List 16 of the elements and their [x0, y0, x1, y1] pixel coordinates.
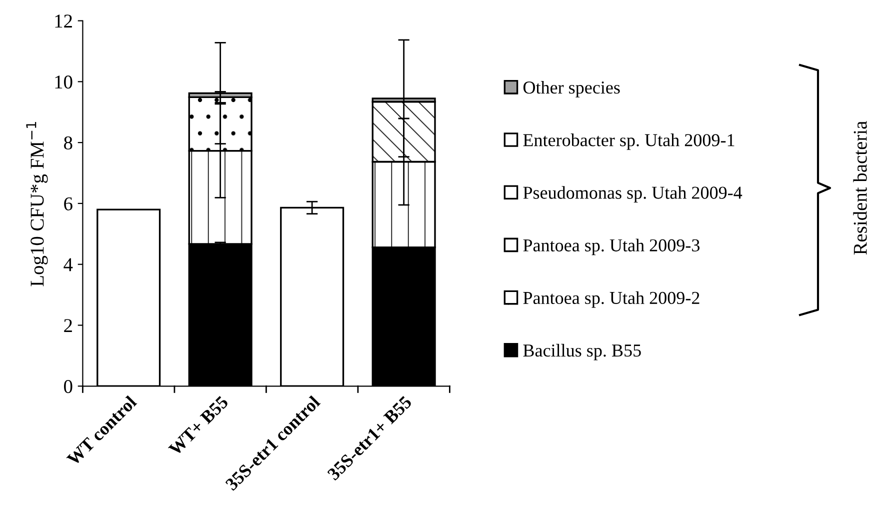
y-tick-label: 8: [64, 136, 72, 150]
y-tick-label: 6: [64, 197, 72, 210]
legend-label: Pseudomonas sp. Utah 2009-4: [523, 186, 742, 203]
y-tick-label: 2: [64, 319, 72, 332]
y-tick-label: 4: [64, 258, 73, 272]
legend-label: Bacillus sp. B55: [523, 344, 641, 360]
text: Resident bacteria: [853, 121, 867, 255]
y-tick-label: 12: [55, 14, 72, 28]
legend-label: Enterobacter sp. Utah 2009-1: [523, 134, 734, 150]
y-axis-title: Log10 CFU*g FM$^{−1}$: [26, 122, 48, 286]
x-tick-label: WT+ B55: [168, 395, 229, 456]
y-tick-label: 10: [55, 75, 72, 89]
legend-label: Pantoea sp. Utah 2009-2: [523, 291, 700, 308]
legend-label: Other species: [523, 80, 620, 98]
y-tick-label: 0: [64, 380, 72, 394]
legend-label: Pantoea sp. Utah 2009-3: [523, 238, 700, 256]
